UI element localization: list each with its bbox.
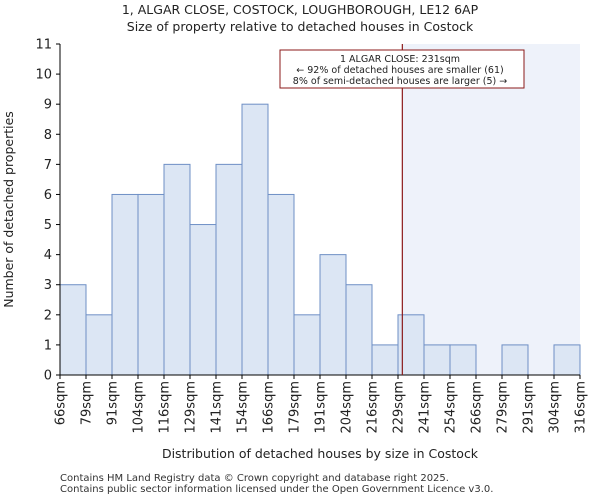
bar-91sqm (111, 193, 139, 376)
bar-66sqm (59, 284, 87, 376)
y-tick-label: 10 (35, 68, 52, 83)
x-tick-label: 254sqm (444, 381, 459, 434)
bar-279sqm (501, 344, 529, 376)
x-tick-label: 229sqm (392, 381, 407, 434)
x-tick-label: 66sqm (54, 381, 69, 425)
x-tick-label: 179sqm (288, 381, 303, 434)
y-tick-label: 5 (44, 218, 52, 233)
x-tick-label: 79sqm (80, 381, 95, 425)
bar-104sqm (137, 193, 165, 376)
annotation-box: 1 ALGAR CLOSE: 231sqm ← 92% of detached … (279, 49, 525, 89)
histogram-chart: 0 1 2 3 4 5 6 7 8 9 10 11 66sqm 79sqm 91sqm 104sqm 116sq… (1, 38, 589, 462)
x-tick-label: 104sqm (132, 381, 147, 434)
annotation-border (279, 49, 525, 89)
x-tick-label: 266sqm (470, 381, 485, 434)
y-tick-label: 6 (44, 188, 52, 203)
annotation-line3: 8% of semi-detached houses are larger (5… (293, 76, 507, 87)
highlight-region (402, 44, 580, 375)
y-tick-label: 1 (44, 338, 52, 353)
y-tick-label: 11 (35, 38, 52, 53)
bar-141sqm (215, 163, 243, 376)
x-tick-label: 241sqm (418, 381, 433, 434)
bar-166sqm (267, 193, 295, 376)
bar-304sqm (553, 344, 581, 376)
footer-line2: Contains public sector information licen… (60, 484, 494, 495)
footer-line1: Contains HM Land Registry data © Crown c… (60, 473, 449, 484)
x-tick-label: 91sqm (106, 381, 121, 425)
x-tick-label: 129sqm (184, 381, 199, 434)
bar-216sqm (371, 344, 399, 376)
y-tick-label: 0 (44, 369, 52, 384)
bar-116sqm (163, 163, 191, 376)
x-tick-label: 191sqm (314, 381, 329, 434)
chart-title-line2: Size of property relative to detached ho… (126, 19, 474, 34)
y-tick-label: 3 (44, 278, 52, 293)
y-tick-label: 2 (44, 308, 52, 323)
y-axis-label: Number of detached properties (1, 111, 16, 308)
x-tick-label: 279sqm (496, 381, 511, 434)
annotation-line2: ← 92% of detached houses are smaller (61… (296, 65, 503, 76)
bar-129sqm (189, 224, 217, 376)
bar-79sqm (85, 314, 113, 376)
y-tick-label: 9 (44, 98, 52, 113)
bar-191sqm (319, 254, 347, 376)
x-tick-label: 291sqm (522, 381, 537, 434)
x-tick-label: 316sqm (574, 381, 589, 434)
y-tick-label: 8 (44, 128, 52, 143)
x-axis-label: Distribution of detached houses by size … (162, 446, 479, 461)
x-tick-label: 154sqm (236, 381, 251, 434)
chart-title-line1: 1, ALGAR CLOSE, COSTOCK, LOUGHBOROUGH, L… (121, 2, 479, 17)
y-tick-label: 4 (44, 248, 52, 263)
annotation-line1: 1 ALGAR CLOSE: 231sqm (340, 54, 460, 65)
bar-179sqm (293, 314, 321, 376)
x-tick-label: 141sqm (210, 381, 225, 434)
y-tick-label: 7 (44, 158, 52, 173)
bar-204sqm (345, 284, 373, 376)
bar-154sqm (241, 103, 269, 376)
x-tick-label: 116sqm (158, 381, 173, 434)
bar-241sqm (423, 344, 451, 376)
bar-254sqm (449, 344, 477, 376)
x-tick-label: 204sqm (340, 381, 355, 434)
x-tick-label: 216sqm (366, 381, 381, 434)
x-tick-label: 304sqm (548, 381, 563, 434)
x-tick-label: 166sqm (262, 381, 277, 434)
